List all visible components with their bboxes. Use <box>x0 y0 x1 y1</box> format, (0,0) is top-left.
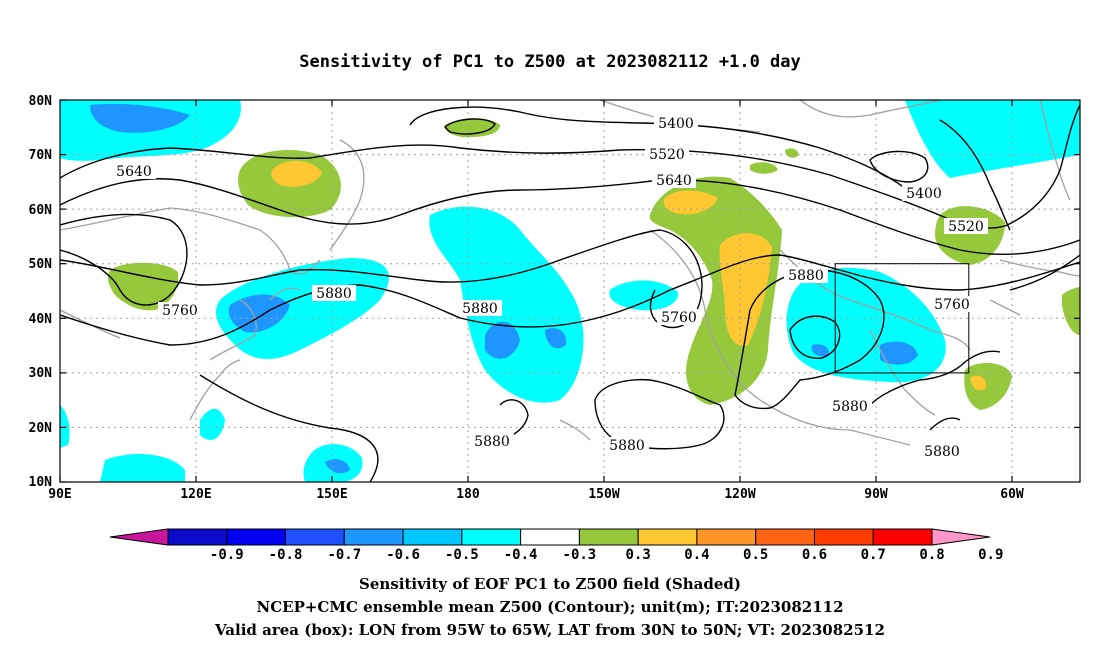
footer-line-1: Sensitivity of EOF PC1 to Z500 field (Sh… <box>359 575 741 593</box>
axis-ticks <box>59 99 1080 483</box>
lat-label: 70N <box>29 148 53 163</box>
colorbar-label: -0.5 <box>445 547 479 563</box>
svg-text:5520: 5520 <box>649 147 685 163</box>
colorbar-segment <box>402 528 463 546</box>
colorbar: -0.9 -0.8 -0.7 -0.6 -0.5 -0.4 -0.3 0.3 0.4 0.5 0.6… <box>109 528 1003 563</box>
colorbar-segment <box>520 528 580 546</box>
colorbar-segment <box>637 528 698 546</box>
lon-label: 90E <box>48 487 71 502</box>
colorbar-label: 0.5 <box>743 547 768 563</box>
colorbar-label: -0.3 <box>563 547 597 563</box>
svg-text:5400: 5400 <box>658 116 694 132</box>
valid-area-box <box>834 263 970 374</box>
plot-area <box>60 100 1080 482</box>
svg-text:5880: 5880 <box>474 434 510 450</box>
lat-label: 30N <box>29 366 53 381</box>
svg-text:5880: 5880 <box>788 268 824 284</box>
contour-label: 5640 <box>112 163 156 180</box>
svg-text:5880: 5880 <box>316 286 352 302</box>
colorbar-label: 0.3 <box>626 547 651 563</box>
lon-label: 120E <box>180 487 211 502</box>
colorbar-segment <box>167 528 228 546</box>
colorbar-segment <box>755 528 815 546</box>
lat-label: 40N <box>29 312 53 327</box>
colorbar-label: 0.6 <box>802 547 827 563</box>
colorbar-segment <box>343 528 404 546</box>
contour-label: 5880 <box>458 300 502 317</box>
contour-label: 5880 <box>470 433 514 450</box>
lon-label: 150W <box>588 487 619 502</box>
colorbar-min-arrow <box>109 528 169 546</box>
lon-label: 150E <box>316 487 347 502</box>
contour-labels: 5400 5520 5640 5760 5880 5640 5760 5880 … <box>112 115 988 460</box>
lat-labels: 80N 70N 60N 50N 40N 30N 20N 10N <box>29 94 53 490</box>
svg-text:5640: 5640 <box>116 164 152 180</box>
colorbar-label: 0.4 <box>684 547 709 563</box>
colorbar-segment <box>872 528 933 546</box>
lon-labels: 90E 120E 150E 180 150W 120W 90W 60W <box>48 487 1024 502</box>
lon-label: 60W <box>1000 487 1024 502</box>
contour-label: 5880 <box>784 267 828 284</box>
contour-label: 5520 <box>645 146 689 163</box>
svg-text:5760: 5760 <box>162 303 198 319</box>
colorbar-label: 0.7 <box>861 547 886 563</box>
svg-text:5400: 5400 <box>906 186 942 202</box>
lat-label: 50N <box>29 257 53 272</box>
svg-text:5880: 5880 <box>832 399 868 415</box>
colorbar-label: -0.4 <box>504 547 538 563</box>
contour-label: 5400 <box>902 185 946 202</box>
colorbar-label: -0.8 <box>269 547 303 563</box>
colorbar-label: -0.7 <box>327 547 361 563</box>
footer-line-3: Valid area (box): LON from 95W to 65W, L… <box>214 621 885 639</box>
colorbar-segment <box>696 528 757 546</box>
lon-label: 180 <box>456 487 480 502</box>
colorbar-segment <box>578 528 639 546</box>
colorbar-label: -0.9 <box>210 547 244 563</box>
lon-label: 120W <box>724 487 755 502</box>
svg-text:5760: 5760 <box>661 310 697 326</box>
colorbar-label: -0.6 <box>386 547 420 563</box>
lat-label: 80N <box>29 94 53 109</box>
colorbar-max-arrow <box>931 528 991 546</box>
map-title: Sensitivity of PC1 to Z500 at 2023082112… <box>299 52 801 72</box>
colorbar-segment <box>285 528 345 546</box>
contour-label: 5880 <box>312 285 356 302</box>
svg-text:5880: 5880 <box>609 438 645 454</box>
grid-lines <box>60 100 1080 482</box>
colorbar-segment <box>461 528 522 546</box>
contour-label: 5760 <box>158 302 202 319</box>
colorbar-label: 0.9 <box>978 547 1003 563</box>
contour-label: 5400 <box>654 115 698 132</box>
colorbar-segment <box>813 528 874 546</box>
lat-label: 20N <box>29 421 53 436</box>
svg-text:5760: 5760 <box>934 297 970 313</box>
lat-label: 10N <box>29 475 53 490</box>
svg-text:5880: 5880 <box>462 301 498 317</box>
plot-frame <box>59 99 1081 483</box>
contour-label: 5640 <box>652 172 696 189</box>
sensitivity-shading <box>60 100 1080 482</box>
lon-label: 90W <box>864 487 888 502</box>
svg-text:5520: 5520 <box>948 219 984 235</box>
contour-label: 5880 <box>828 398 872 415</box>
svg-text:5880: 5880 <box>924 444 960 460</box>
footer-line-2: NCEP+CMC ensemble mean Z500 (Contour); u… <box>257 598 844 616</box>
colorbar-label: 0.8 <box>919 547 944 563</box>
lat-label: 60N <box>29 203 53 218</box>
contour-label: 5880 <box>920 443 964 460</box>
contour-label: 5760 <box>930 296 974 313</box>
contour-label: 5880 <box>605 437 649 454</box>
contour-label: 5520 <box>944 218 988 235</box>
contour-label: 5760 <box>657 309 701 326</box>
svg-text:5640: 5640 <box>656 173 692 189</box>
colorbar-segment <box>226 528 287 546</box>
